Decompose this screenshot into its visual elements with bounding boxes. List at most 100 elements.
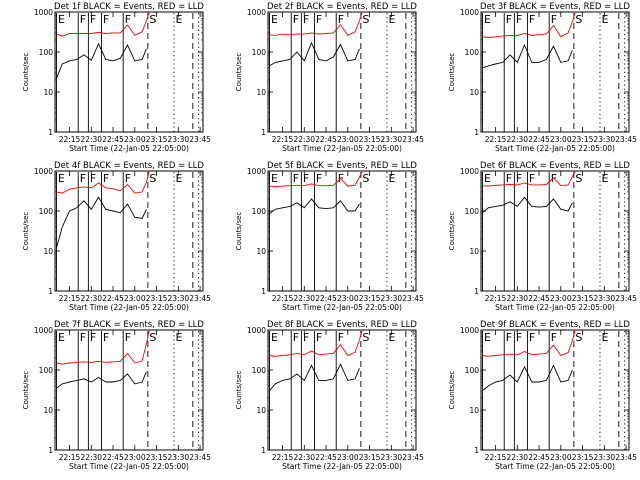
event-marker-label: F	[103, 13, 109, 26]
series-line-lld	[482, 329, 576, 357]
event-marker-label: F	[125, 331, 131, 344]
series-line-lld	[56, 170, 150, 194]
event-marker-label: F	[293, 13, 299, 26]
x-tick-label: 22:45	[528, 453, 550, 462]
x-tick-label: 23:45	[189, 135, 211, 144]
series-line-events	[269, 363, 360, 392]
y-tick-label: 100	[39, 48, 54, 57]
chart-panel: Det 6f BLACK = Events, RED = LLD 1 10 100 10…	[448, 161, 637, 312]
x-tick-label: 23:45	[615, 135, 637, 144]
chart-panel: Det 2f BLACK = Events, RED = LLD 1 10 100 10…	[235, 2, 424, 153]
chart-title: Det 4f BLACK = Events, RED = LLD	[54, 161, 204, 171]
y-axis-label: Counts/sec	[22, 53, 30, 92]
event-marker-label: F	[103, 172, 109, 185]
event-marker-label: F	[516, 172, 522, 185]
x-axis-label: Start Time (22-Jan-05 22:05:00)	[495, 144, 615, 153]
y-tick-label: 1	[261, 446, 266, 455]
event-marker-label: F	[293, 331, 299, 344]
series-line-events	[482, 364, 573, 392]
event-marker-label: S	[362, 172, 369, 185]
event-marker-label: F	[506, 13, 512, 26]
y-tick-label: 10	[469, 247, 479, 256]
chart-panel: Det 7f BLACK = Events, RED = LLD 1 10 100 10…	[22, 320, 211, 471]
y-tick-label: 1000	[34, 8, 53, 17]
event-marker-label: F	[293, 172, 299, 185]
event-marker-label: F	[80, 331, 86, 344]
x-tick-label: 23:45	[615, 294, 637, 303]
event-marker-label: S	[149, 13, 156, 26]
y-tick-label: 1	[48, 446, 53, 455]
x-tick-label: 23:00	[550, 453, 572, 462]
x-axis-label: Start Time (22-Jan-05 22:05:00)	[69, 303, 189, 312]
event-marker-label: F	[90, 13, 96, 26]
x-tick-label: 23:30	[168, 135, 190, 144]
x-tick-label: 22:45	[102, 453, 124, 462]
event-marker-label: E	[601, 172, 608, 185]
x-tick-label: 23:15	[572, 294, 594, 303]
x-tick-label: 22:15	[272, 294, 294, 303]
x-tick-label: 22:45	[102, 294, 124, 303]
x-tick-label: 22:30	[506, 135, 528, 144]
event-marker-label: F	[529, 331, 535, 344]
plot-frame	[54, 329, 204, 451]
y-tick-label: 10	[469, 88, 479, 97]
x-tick-label: 22:30	[80, 453, 102, 462]
y-tick-label: 10	[256, 88, 266, 97]
series-line-events	[482, 196, 573, 214]
x-tick-label: 23:15	[359, 294, 381, 303]
series-line-events	[56, 42, 147, 79]
event-marker-label: S	[575, 13, 582, 26]
x-tick-label: 23:00	[550, 135, 572, 144]
event-marker-label: E	[58, 331, 65, 344]
series-line-lld	[269, 11, 363, 36]
x-tick-label: 23:45	[402, 135, 424, 144]
y-tick-label: 1	[474, 446, 479, 455]
chart-panel: Det 1f BLACK = Events, RED = LLD 1 10 100 10…	[22, 2, 211, 153]
x-tick-label: 23:30	[168, 294, 190, 303]
y-tick-label: 1	[474, 287, 479, 296]
plot-frame	[480, 11, 630, 133]
y-tick-label: 1000	[247, 8, 266, 17]
y-tick-label: 1000	[34, 326, 53, 335]
y-axis-label: Counts/sec	[22, 371, 30, 410]
x-tick-label: 22:45	[315, 453, 337, 462]
event-marker-label: F	[303, 331, 309, 344]
event-marker-label: F	[506, 172, 512, 185]
plot-frame	[267, 170, 417, 292]
x-axis-label: Start Time (22-Jan-05 22:05:00)	[282, 462, 402, 471]
series-line-events	[56, 196, 147, 248]
x-tick-label: 22:15	[59, 453, 81, 462]
x-tick-label: 23:45	[189, 294, 211, 303]
x-tick-label: 22:15	[59, 135, 81, 144]
y-tick-label: 100	[465, 207, 480, 216]
event-marker-label: S	[362, 331, 369, 344]
x-tick-label: 23:30	[594, 294, 616, 303]
event-marker-label: F	[338, 331, 344, 344]
series-line-lld	[269, 170, 363, 188]
event-marker-label: E	[175, 331, 182, 344]
y-tick-label: 100	[39, 207, 54, 216]
event-marker-label: F	[551, 13, 557, 26]
x-tick-label: 22:45	[315, 135, 337, 144]
x-tick-label: 22:30	[80, 135, 102, 144]
event-marker-label: F	[303, 172, 309, 185]
x-tick-label: 22:15	[485, 135, 507, 144]
event-marker-label: E	[601, 331, 608, 344]
x-axis-label: Start Time (22-Jan-05 22:05:00)	[495, 462, 615, 471]
y-tick-label: 10	[43, 406, 53, 415]
event-marker-label: F	[90, 172, 96, 185]
event-marker-label: E	[271, 172, 278, 185]
x-tick-label: 23:30	[381, 294, 403, 303]
plot-frame	[267, 329, 417, 451]
chart-title: Det 9f BLACK = Events, RED = LLD	[480, 320, 630, 330]
y-tick-label: 100	[252, 366, 267, 375]
y-tick-label: 1000	[460, 326, 479, 335]
x-tick-label: 22:30	[80, 294, 102, 303]
y-tick-label: 1000	[34, 167, 53, 176]
series-line-lld	[269, 329, 363, 357]
x-tick-label: 22:30	[506, 294, 528, 303]
x-tick-label: 23:15	[572, 135, 594, 144]
event-marker-label: F	[529, 13, 535, 26]
x-tick-label: 22:30	[293, 294, 315, 303]
chart-title: Det 5f BLACK = Events, RED = LLD	[267, 161, 417, 171]
